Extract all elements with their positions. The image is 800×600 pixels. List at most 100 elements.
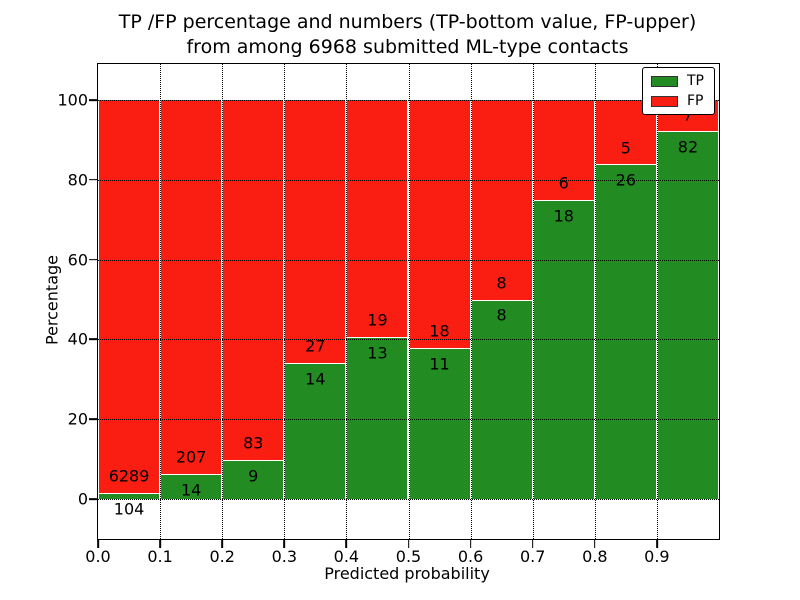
x-gridline [160,64,162,539]
stacked-bar [160,99,223,500]
y-tick-mark [89,99,97,101]
x-tick-label: 0.2 [209,547,235,566]
bar-segment-tp [347,336,408,500]
y-tick-mark [89,178,97,181]
x-gridline [470,64,472,539]
tp-count-label: 104 [113,499,145,519]
x-axis-label: Predicted probability [324,564,490,583]
bar-segment-fp [285,99,346,363]
bar-segment-fp [471,99,532,300]
x-tick-label: 0.9 [644,547,670,566]
stacked-bar [98,99,161,500]
fp-count-label: 8 [496,273,507,293]
tp-count-label: 26 [615,170,637,190]
x-tick-label: 0.8 [582,547,608,566]
tp-count-label: 14 [180,480,202,500]
y-tick-label: 60 [67,250,88,270]
x-tick-mark [407,540,410,548]
y-tick-label: 0 [77,489,88,509]
stacked-bar [346,99,409,500]
x-gridline [656,64,658,539]
y-tick-label: 40 [67,329,88,349]
bar-segment-fp [161,99,222,474]
y-tick-mark [89,338,97,341]
x-tick-mark [97,540,99,548]
y-tick-label: 100 [57,90,88,110]
tp-count-label: 14 [305,369,326,389]
chart-title-line2: from among 6968 submitted ML-type contac… [186,36,629,59]
x-tick-label: 0.3 [271,547,298,566]
bar-segment-fp [347,99,408,337]
bar-segment-tp [409,347,470,500]
fp-count-label: 207 [175,447,207,467]
x-tick-mark [593,540,596,548]
x-tick-label: 0.0 [85,547,111,566]
bar-segment-fp [223,99,284,461]
bar-segment-tp [285,362,346,500]
bar-segment-tp [595,164,656,500]
bar-segment-tp [657,131,718,500]
tp-count-label: 82 [677,137,699,157]
x-tick-label: 0.1 [147,547,173,566]
stacked-bar [532,99,595,500]
fp-count-label: 27 [305,336,326,356]
x-tick-mark [469,540,472,548]
legend-item-tp: TP [651,74,704,88]
x-tick-label: 0.6 [457,547,484,566]
bar-segment-fp [99,99,160,493]
bar-segment-tp [471,299,532,500]
fp-count-label: 6 [558,173,569,193]
legend-item-label: FP [687,93,704,109]
legend-item-fp: FP [651,94,704,108]
x-tick-label: 0.4 [333,547,360,566]
stacked-bar [470,99,533,500]
chart-title: TP /FP percentage and numbers (TP-bottom… [97,10,718,60]
stacked-bar [594,99,657,500]
x-tick-mark [159,540,161,548]
y-tick-label: 20 [67,409,88,429]
x-gridline [222,64,224,539]
plot-area: 6289104207148392714191318118861852678202… [57,63,720,566]
y-tick-mark [89,418,97,421]
fp-count-label: 5 [620,138,631,158]
y-tick-label: 80 [67,170,88,190]
bar-segment-tp [533,199,594,500]
x-tick-mark [656,540,658,548]
y-axis-label: Percentage [42,254,62,346]
bar-segment-tp [223,460,284,500]
bar-segment-tp [99,492,160,500]
chart-title-line1: TP /FP percentage and numbers (TP-bottom… [118,11,697,33]
bar-segment-fp [533,99,594,200]
x-gridline [346,64,348,539]
legend-box: TP FP [642,67,715,115]
tp-count-label: 13 [367,343,388,363]
stacked-bar [408,99,471,500]
y-tick-mark [89,498,97,500]
bar-segment-fp [409,99,470,348]
x-tick-mark [531,540,534,548]
stacked-bar [656,99,719,500]
x-tick-mark [283,540,286,548]
fp-count-label: 19 [367,310,388,330]
x-gridline [594,64,596,539]
fp-count-label: 18 [429,321,450,341]
x-gridline [284,64,286,539]
legend-item-label: TP [687,73,704,89]
x-tick-label: 0.7 [519,547,546,566]
bar-segment-tp [161,473,222,500]
x-tick-label: 0.5 [395,547,422,566]
y-tick-mark [89,258,97,261]
x-gridline [408,64,410,539]
stacked-bar [284,99,347,500]
fp-swatch-icon [651,95,678,107]
fp-count-label: 6289 [108,466,150,486]
fp-count-label: 83 [243,433,264,453]
x-tick-mark [221,540,224,548]
tp-count-label: 8 [496,305,507,325]
tp-swatch-icon [651,75,678,87]
x-gridline [532,64,534,539]
tp-count-label: 18 [553,206,574,226]
tp-count-label: 9 [248,466,259,486]
x-tick-mark [345,540,348,548]
plot-inner: 6289104207148392714191318118861852678202… [57,64,719,566]
